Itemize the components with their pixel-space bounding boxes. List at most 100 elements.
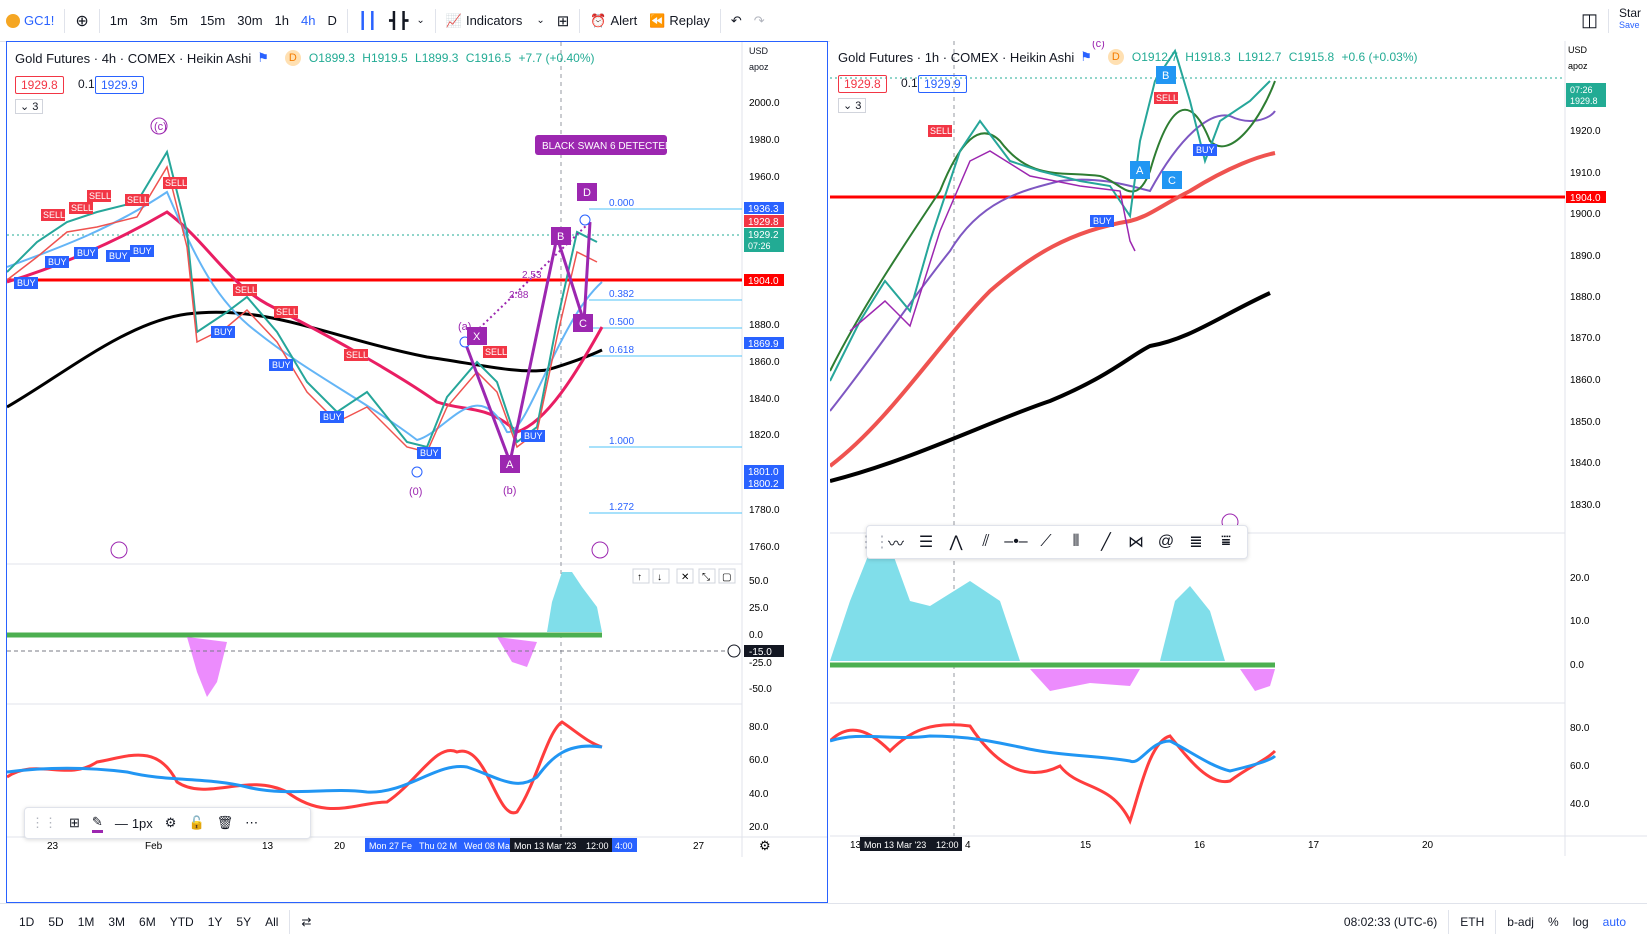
left-chart-canvas[interactable]: USD apoz 2000.0 1980.0 1960.0 1880.0 186… xyxy=(7,42,827,902)
interval-30m[interactable]: 30m xyxy=(231,7,268,35)
buy-price-button[interactable]: 1929.9 xyxy=(95,76,144,94)
symbol-search[interactable]: GC1! xyxy=(0,7,60,35)
templates-button[interactable]: ⊞ xyxy=(63,815,86,831)
pattern-point-label: C xyxy=(1168,175,1176,187)
fib-channel-tool[interactable]: ≣ xyxy=(1181,528,1211,556)
percent-scale-button[interactable]: % xyxy=(1541,915,1566,929)
interval-1m[interactable]: 1m xyxy=(104,7,134,35)
fib-extension-icon: ⩸ xyxy=(1221,533,1231,550)
line-width-button[interactable]: — 1px xyxy=(109,816,159,831)
wave-label: (0) xyxy=(409,486,422,498)
range-ytd[interactable]: YTD xyxy=(163,915,201,929)
range-1y[interactable]: 1Y xyxy=(201,915,230,929)
interval-15m[interactable]: 15m xyxy=(194,7,231,35)
interval-label: 1m xyxy=(109,13,128,28)
time-crosshair-tag xyxy=(582,838,612,852)
delete-button[interactable]: 🗑 xyxy=(211,815,240,831)
price-tag-text: 1800.2 xyxy=(748,479,779,490)
move-down-button[interactable] xyxy=(652,568,670,584)
date-range-button[interactable]: ⇄ xyxy=(294,915,318,929)
line-color-button[interactable]: ✎ xyxy=(86,814,109,833)
layout-button[interactable]: ◫ xyxy=(1575,7,1604,35)
templates-button[interactable]: ⊞ xyxy=(551,7,576,35)
redo-button[interactable]: ↷ xyxy=(748,7,771,35)
delete-pane-button[interactable] xyxy=(676,568,694,584)
pattern-point xyxy=(1156,66,1176,84)
chart-type-button[interactable]: ┫┣ ⌄ xyxy=(383,7,431,35)
drag-handle[interactable]: ⋮⋮ xyxy=(31,815,57,830)
delay-badge[interactable]: D xyxy=(284,50,301,66)
range-5d[interactable]: 5D xyxy=(41,915,70,929)
alert-button[interactable]: ⏰ Alert xyxy=(584,7,643,35)
add-plus-icon[interactable] xyxy=(727,644,741,658)
settings-button[interactable]: ⚙ xyxy=(159,815,183,831)
buy-signal-label: BUY xyxy=(323,412,342,422)
range-3m[interactable]: 3M xyxy=(101,915,132,929)
undo-button[interactable]: ↶ xyxy=(725,7,748,35)
fib-spiral-tool[interactable]: @ xyxy=(1151,528,1181,556)
drag-handle[interactable]: ⋮⋮ xyxy=(858,534,890,551)
horizontal-ray-tool[interactable]: –•– xyxy=(1001,528,1031,556)
time-zones-tool[interactable]: ⦀ xyxy=(1061,528,1091,556)
collapse-pane-button[interactable] xyxy=(698,568,716,584)
compare-add-button[interactable]: ⊕ xyxy=(69,7,94,35)
time-tick: 16 xyxy=(1194,840,1206,851)
sell-price-button[interactable]: 1929.8 xyxy=(838,75,887,93)
pattern-point xyxy=(467,327,487,345)
abc-pattern-tool[interactable]: ⋀ xyxy=(941,528,971,556)
ray-tool[interactable]: ╱ xyxy=(1091,528,1121,556)
settings-gear-icon[interactable]: ⚙ xyxy=(759,838,771,853)
buy-price-button[interactable]: 1929.9 xyxy=(918,75,967,93)
elliott-wave-tool[interactable]: 〰 xyxy=(881,528,911,556)
fib-extension-tool[interactable]: ⩸ xyxy=(1211,528,1241,556)
sell-signal xyxy=(125,194,149,206)
indicators-button[interactable]: 📈 Indicators ⌄ xyxy=(440,7,551,35)
bars-style-button[interactable]: ┃┃ xyxy=(352,7,383,35)
interval-d[interactable]: D xyxy=(321,7,342,35)
interval-3m[interactable]: 3m xyxy=(134,7,164,35)
replay-button[interactable]: ⏪ Replay xyxy=(643,7,716,35)
auto-scale-button[interactable]: auto xyxy=(1596,915,1633,929)
candles-icon: ┃┃ xyxy=(357,12,378,30)
range-1m[interactable]: 1M xyxy=(71,915,102,929)
maximize-pane-button[interactable] xyxy=(718,568,736,584)
range-5y[interactable]: 5Y xyxy=(229,915,258,929)
price-tag xyxy=(744,274,784,286)
move-up-button[interactable] xyxy=(632,568,650,584)
delay-badge[interactable]: D xyxy=(1107,49,1124,65)
interval-5m[interactable]: 5m xyxy=(164,7,194,35)
range-1d[interactable]: 1D xyxy=(12,915,41,929)
price-tag-text: 1929.2 xyxy=(748,230,779,241)
more-button[interactable]: ⋯ xyxy=(239,815,264,831)
fib-fan-icon: ⫽ xyxy=(982,533,990,550)
timezone-button[interactable]: 08:02:33 (UTC-6) xyxy=(1337,915,1444,929)
left-chart-pane[interactable]: USD apoz 2000.0 1980.0 1960.0 1880.0 186… xyxy=(6,41,828,903)
time-range-highlight xyxy=(460,838,510,852)
right-chart-pane[interactable]: USD apoz 07:26 1929.8 1920.0 1910.0 1900… xyxy=(830,41,1647,901)
price-tick: 1880.0 xyxy=(749,320,780,331)
time-tick: Feb xyxy=(145,841,163,852)
fib-retracement-tool[interactable]: ☰ xyxy=(911,528,941,556)
pattern-tools-toolbar: ⋮⋮ 〰 ☰ ⋀ ⫽ –•– ⟋ ⦀ ╱ ⋈ @ ≣ ⩸ xyxy=(858,525,1248,559)
time-tick: 20 xyxy=(1422,840,1434,851)
time-crosshair-text: 12:00 xyxy=(936,840,959,850)
save-button[interactable]: Star Save xyxy=(1613,7,1647,35)
session-button[interactable]: ETH xyxy=(1453,915,1491,929)
lock-button[interactable]: 🔓 xyxy=(182,815,210,831)
range-all[interactable]: All xyxy=(258,915,285,929)
interval-4h[interactable]: 4h xyxy=(295,7,321,35)
adjustment-button[interactable]: b-adj xyxy=(1500,915,1541,929)
range-6m[interactable]: 6M xyxy=(132,915,163,929)
indicators-collapse-button[interactable]: ⌄ 3 xyxy=(838,98,867,113)
right-chart-canvas[interactable]: USD apoz 07:26 1929.8 1920.0 1910.0 1900… xyxy=(830,41,1647,901)
fib-fan-tool[interactable]: ⫽ xyxy=(971,528,1001,556)
rsi-fast xyxy=(7,720,603,815)
sell-price-button[interactable]: 1929.8 xyxy=(15,76,64,94)
unlock-icon: 🔓 xyxy=(188,815,205,830)
log-scale-button[interactable]: log xyxy=(1566,915,1596,929)
indicators-collapse-button[interactable]: ⌄ 3 xyxy=(15,99,44,114)
xabcd-pattern-tool[interactable]: ⋈ xyxy=(1121,528,1151,556)
ohlc-values: O1899.3 H1919.5 L1899.3 C1916.5 +7.7 (+0… xyxy=(309,51,599,65)
interval-1h[interactable]: 1h xyxy=(269,7,295,35)
trend-line-tool[interactable]: ⟋ xyxy=(1031,528,1061,556)
